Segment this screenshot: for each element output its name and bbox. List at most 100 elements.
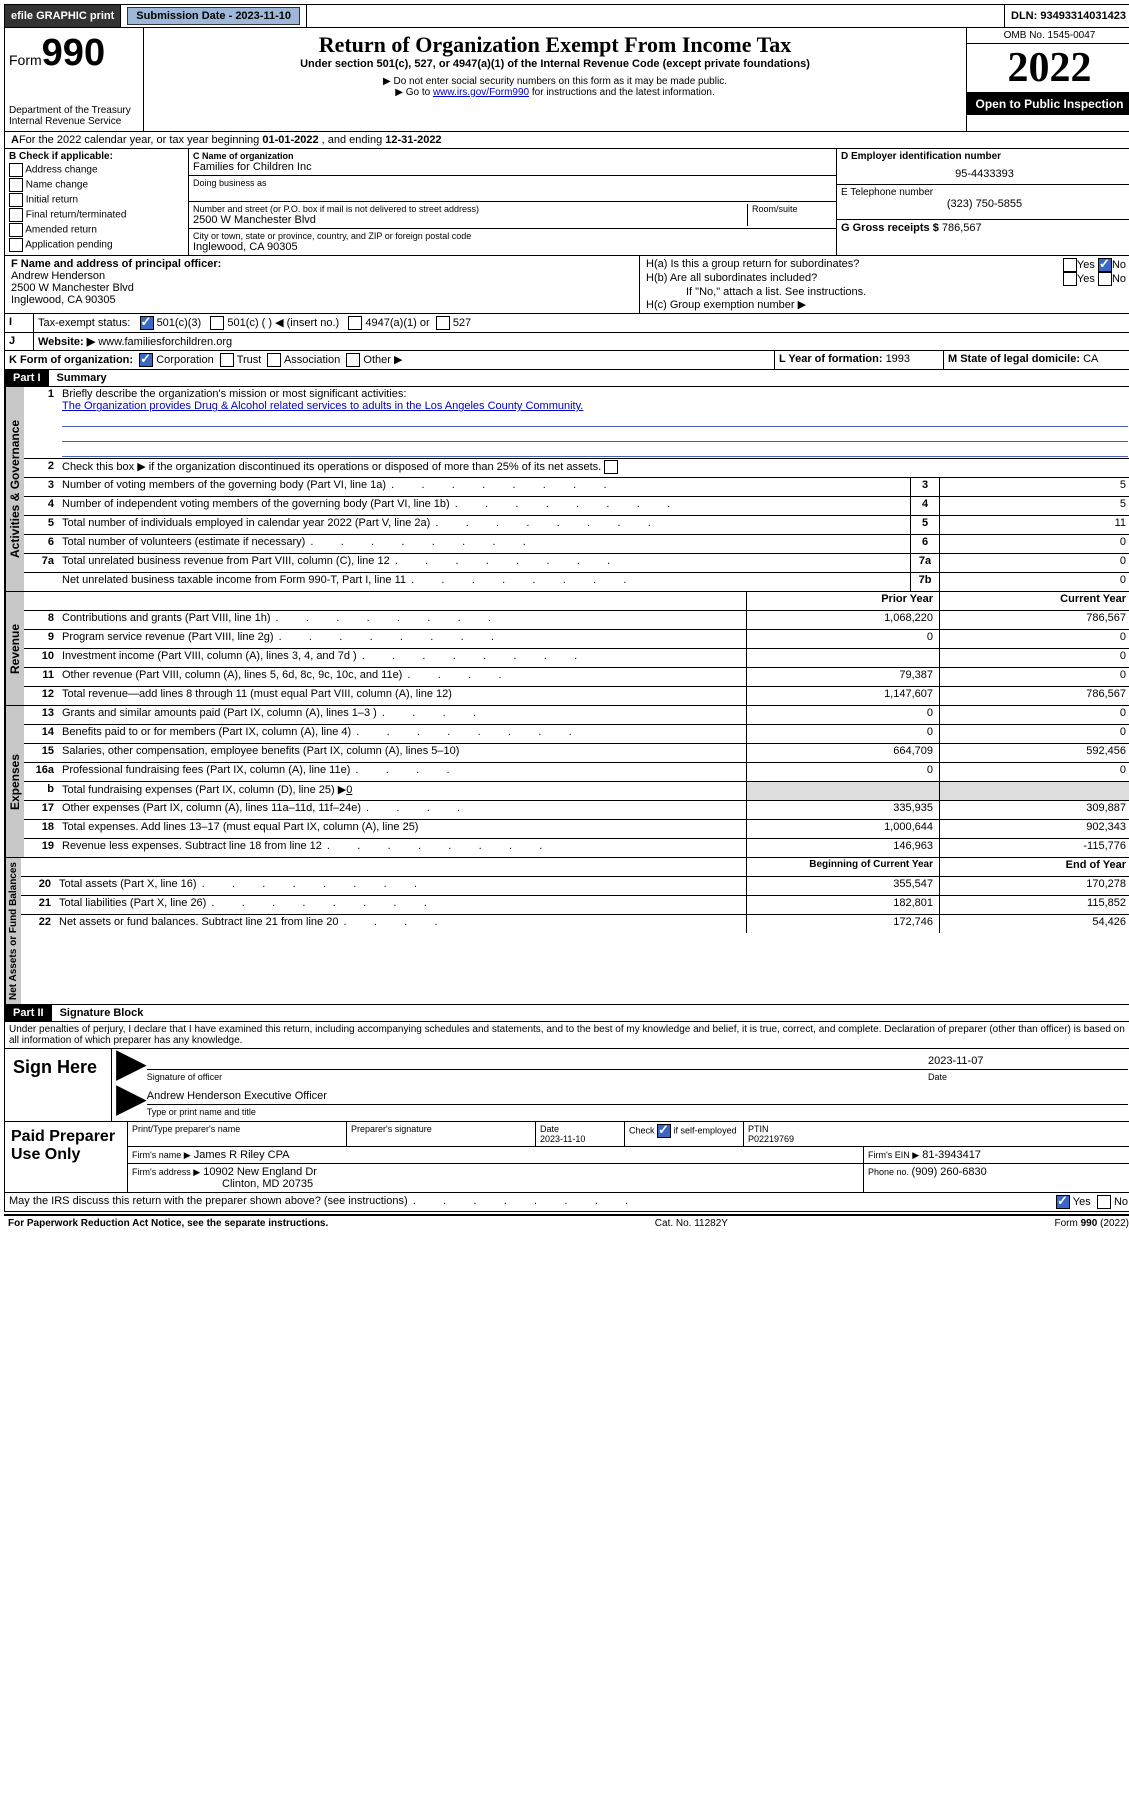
sig-officer-label: Signature of officer — [147, 1072, 928, 1082]
website-link[interactable]: www.familiesforchildren.org — [98, 336, 232, 348]
l8: Contributions and grants (Part VIII, lin… — [58, 611, 746, 629]
ha-no[interactable] — [1098, 258, 1112, 272]
j-letter: J — [5, 333, 34, 350]
goto-post: for instructions and the latest informat… — [529, 87, 715, 98]
part1-header: Part I Summary — [4, 370, 1129, 387]
ij-row: I Tax-exempt status: 501(c)(3) 501(c) ( … — [4, 314, 1129, 333]
l1-label: Briefly describe the organization's miss… — [62, 388, 406, 400]
form-prefix: Form — [9, 52, 42, 68]
discuss-yes[interactable] — [1056, 1195, 1070, 1209]
chk-501c[interactable] — [210, 316, 224, 330]
l14: Benefits paid to or for members (Part IX… — [58, 725, 746, 743]
chk-name-change[interactable]: Name change — [9, 178, 184, 192]
g-label: G Gross receipts $ — [841, 222, 942, 234]
c12: 786,567 — [939, 687, 1129, 705]
b-label: B Check if applicable: — [9, 151, 184, 162]
form-number: Form990 — [9, 32, 139, 75]
firm-ein: 81-3943417 — [922, 1149, 981, 1161]
chk-initial[interactable]: Initial return — [9, 193, 184, 207]
chk-amended[interactable]: Amended return — [9, 223, 184, 237]
hc-label: H(c) Group exemption number ▶ — [646, 298, 1126, 311]
opt-initial: Initial return — [26, 195, 78, 206]
c17: 309,887 — [939, 801, 1129, 819]
chk-527[interactable] — [436, 316, 450, 330]
l16b-val: 0 — [346, 784, 352, 796]
org-name: Families for Children Inc — [193, 161, 832, 173]
sign-here-block: Sign Here ▶ 2023-11-07 Signature of offi… — [4, 1049, 1129, 1122]
irs-link[interactable]: www.irs.gov/Form990 — [433, 87, 529, 98]
discuss-no[interactable] — [1097, 1195, 1111, 1209]
c14: 0 — [939, 725, 1129, 743]
k-label: K Form of organization: — [9, 354, 133, 366]
chk-501c3[interactable] — [140, 316, 154, 330]
hdr-prior: Prior Year — [746, 592, 939, 610]
gross-receipts: 786,567 — [942, 222, 982, 234]
chk-assoc[interactable] — [267, 353, 281, 367]
org-street: 2500 W Manchester Blvd — [193, 214, 747, 226]
c10: 0 — [939, 649, 1129, 667]
mission-link[interactable]: The Organization provides Drug & Alcohol… — [62, 400, 583, 412]
p14: 0 — [746, 725, 939, 743]
klm-row: K Form of organization: Corporation Trus… — [4, 351, 1129, 370]
hb-yes[interactable] — [1063, 272, 1077, 286]
open-public-badge: Open to Public Inspection — [967, 93, 1129, 115]
city-label: City or town, state or province, country… — [193, 231, 832, 241]
l7b: Net unrelated business taxable income fr… — [58, 573, 910, 591]
a-begin: 01-01-2022 — [262, 134, 318, 146]
c13: 0 — [939, 706, 1129, 724]
hb-no[interactable] — [1098, 272, 1112, 286]
prep-title: Paid Preparer Use Only — [5, 1122, 128, 1192]
opt-501c: 501(c) ( ) ◀ (insert no.) — [227, 317, 339, 329]
firm-addr1: 10902 New England Dr — [203, 1166, 317, 1178]
chk-other[interactable] — [346, 353, 360, 367]
prep-h4b: if self-employed — [674, 1126, 737, 1136]
chk-final[interactable]: Final return/terminated — [9, 208, 184, 222]
chk-pending[interactable]: Application pending — [9, 238, 184, 252]
top-bar: efile GRAPHIC print Submission Date - 20… — [4, 4, 1129, 28]
omb-number: OMB No. 1545-0047 — [967, 28, 1129, 44]
block-b: B Check if applicable: Address change Na… — [5, 149, 189, 255]
m-label: M State of legal domicile: — [948, 353, 1083, 365]
opt-4947: 4947(a)(1) or — [365, 317, 429, 329]
l2-text: Check this box ▶ if the organization dis… — [58, 459, 1129, 477]
no-label: No — [1112, 259, 1126, 271]
ein-value: 95-4433393 — [841, 168, 1128, 180]
ha-yes[interactable] — [1063, 258, 1077, 272]
chk-trust[interactable] — [220, 353, 234, 367]
discuss-text: May the IRS discuss this return with the… — [9, 1195, 630, 1209]
c19: -115,776 — [939, 839, 1129, 857]
block-deg: D Employer identification number 95-4433… — [837, 149, 1129, 255]
block-c: C Name of organization Families for Chil… — [189, 149, 837, 255]
chk-4947[interactable] — [348, 316, 362, 330]
dln-label: DLN: 93493314031423 — [1005, 5, 1129, 27]
street-label: Number and street (or P.O. box if mail i… — [193, 204, 747, 214]
goto-line: ▶ Go to www.irs.gov/Form990 for instruct… — [148, 87, 962, 98]
goto-pre: ▶ Go to — [395, 87, 433, 98]
form-title: Return of Organization Exempt From Incom… — [148, 32, 962, 58]
chk-corp[interactable] — [139, 353, 153, 367]
submission-date-button[interactable]: Submission Date - 2023-11-10 — [127, 7, 300, 25]
opt-assoc: Association — [284, 354, 340, 366]
p17: 335,935 — [746, 801, 939, 819]
tax-year: 2022 — [967, 44, 1129, 93]
activities-grid: Activities & Governance 1 Briefly descri… — [4, 387, 1129, 592]
irs-label: Internal Revenue Service — [9, 116, 139, 127]
paperwork-notice: For Paperwork Reduction Act Notice, see … — [8, 1218, 328, 1229]
l-label: L Year of formation: — [779, 353, 886, 365]
l16b: Total fundraising expenses (Part IX, col… — [58, 782, 746, 800]
a-pre: For the 2022 calendar year, or tax year … — [19, 134, 262, 146]
chk-self-employed[interactable] — [657, 1124, 671, 1138]
hdr-eoy: End of Year — [939, 858, 1129, 876]
chk-address-change[interactable]: Address change — [9, 163, 184, 177]
hdr-boy: Beginning of Current Year — [746, 858, 939, 876]
year-formation: 1993 — [886, 353, 910, 365]
a-mid: , and ending — [319, 134, 386, 146]
chk-discontinued[interactable] — [604, 460, 618, 474]
form-header: Form990 Department of the Treasury Inter… — [4, 28, 1129, 132]
v7a: 0 — [939, 554, 1129, 572]
domicile: CA — [1083, 353, 1098, 365]
expenses-grid: Expenses 13Grants and similar amounts pa… — [4, 706, 1129, 858]
firm-name: James R Riley CPA — [194, 1149, 290, 1161]
sign-here-label: Sign Here — [5, 1049, 112, 1121]
l21: Total liabilities (Part X, line 26) — [55, 896, 746, 914]
